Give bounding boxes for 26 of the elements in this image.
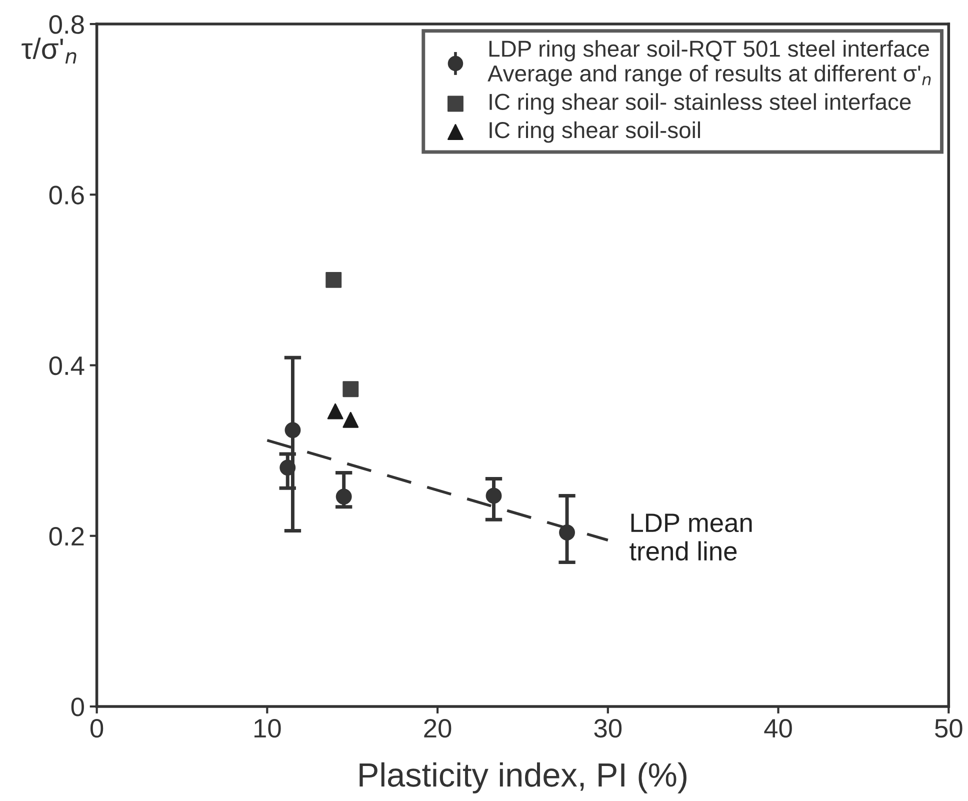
y-tick-label: 0.6: [49, 186, 84, 204]
annotation: LDP mean trend line: [630, 514, 752, 561]
point: [342, 412, 359, 428]
y-tick-label: 0.2: [49, 527, 84, 546]
x-tick-label: 10: [254, 718, 281, 738]
legend-label: IC ring shear soil-soil: [490, 121, 700, 143]
x-tick-label: 20: [424, 718, 452, 738]
x-tick-label: 0: [90, 718, 104, 738]
point: [280, 460, 296, 476]
legend-label: LDP ring shear soil-RQT 501 steel interface Average and range of results at different σ'$_{n}$: [488, 40, 931, 86]
x-tick-label: 40: [764, 718, 792, 738]
point: [486, 488, 502, 504]
point: [559, 524, 575, 540]
point: [342, 381, 359, 398]
x-tick-label: 50: [935, 718, 962, 738]
y-tick-label: 0: [71, 698, 84, 716]
y-tick-label: 0.4: [49, 356, 84, 376]
legend-label: IC ring shear soil- stainless steel interface: [490, 93, 911, 115]
point: [284, 422, 301, 438]
point: [336, 488, 352, 505]
x-tick-label: 30: [594, 718, 622, 738]
point: [326, 272, 342, 288]
y-axis-title: τ/σ'$_{n}$: [22, 38, 76, 64]
x-axis-title: Plasticity index, PI (%): [360, 762, 686, 794]
point: [327, 403, 344, 420]
y-tick-label: 0.8: [49, 15, 84, 34]
